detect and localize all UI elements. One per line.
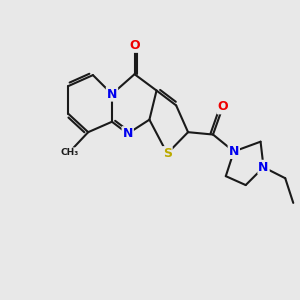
Text: CH₃: CH₃ <box>60 148 78 157</box>
Text: N: N <box>122 127 133 140</box>
Text: N: N <box>229 145 239 158</box>
Text: O: O <box>218 100 228 113</box>
Text: N: N <box>258 161 269 174</box>
Text: O: O <box>129 39 140 52</box>
Text: N: N <box>107 88 117 100</box>
Text: S: S <box>163 147 172 160</box>
